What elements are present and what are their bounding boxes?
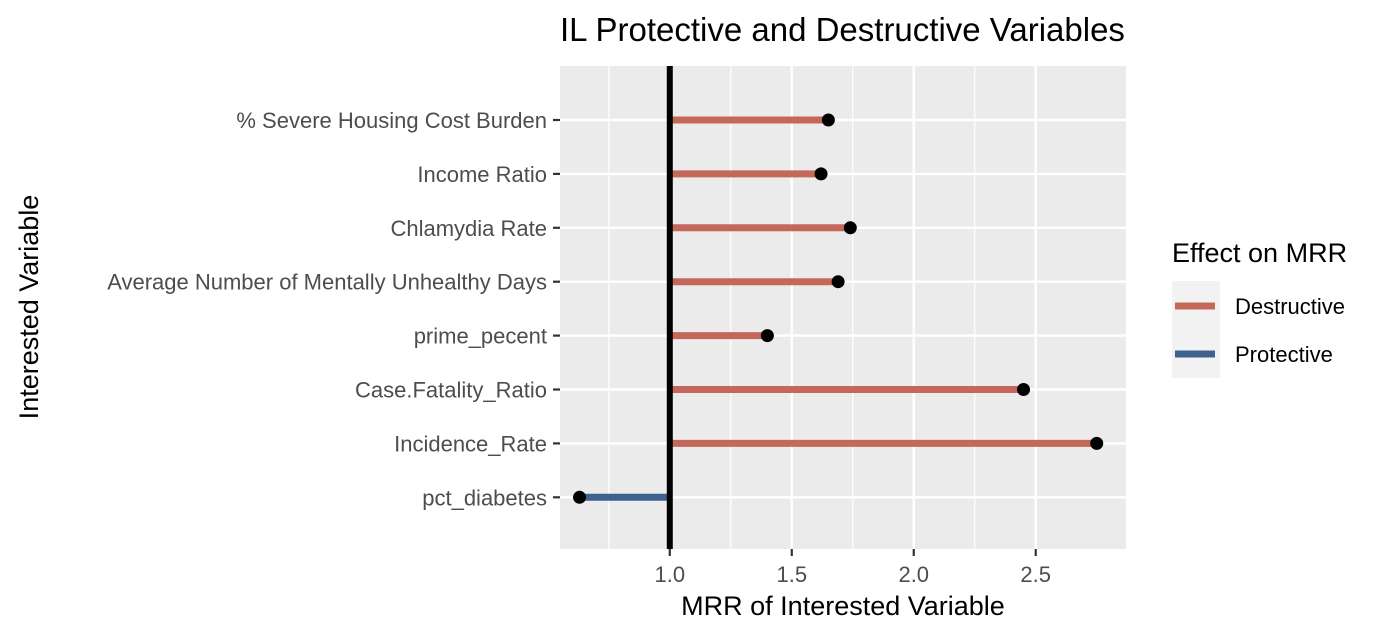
legend-title: Effect on MRR	[1172, 238, 1347, 268]
chart-title: IL Protective and Destructive Variables	[560, 11, 1125, 48]
y-tick-label: Case.Fatality_Ratio	[355, 378, 547, 403]
point	[831, 275, 845, 289]
point	[1090, 436, 1104, 450]
y-tick-label: Average Number of Mentally Unhealthy Day…	[107, 270, 547, 295]
y-axis-title: Interested Variable	[14, 195, 44, 420]
y-tick-label: pct_diabetes	[422, 485, 547, 510]
y-tick-label: Incidence_Rate	[394, 431, 547, 456]
x-axis: 1.0 1.5 2.0 2.5	[654, 549, 1051, 587]
x-tick-label: 2.5	[1020, 562, 1051, 587]
x-tick-label: 2.0	[898, 562, 929, 587]
x-tick-label: 1.0	[654, 562, 685, 587]
minor-gridlines	[608, 66, 976, 549]
y-tick-label: Income Ratio	[417, 162, 547, 187]
point	[573, 490, 587, 504]
lollipop-stems	[579, 116, 1097, 501]
point	[1017, 383, 1031, 396]
y-tick-label: % Severe Housing Cost Burden	[236, 108, 547, 133]
point	[843, 221, 857, 235]
legend-label: Destructive	[1235, 294, 1345, 319]
x-axis-title: MRR of Interested Variable	[681, 591, 1005, 621]
point	[814, 167, 828, 181]
point	[821, 113, 835, 127]
y-tick-label: Chlamydia Rate	[390, 216, 547, 241]
x-tick-label: 1.5	[776, 562, 807, 587]
y-axis: % Severe Housing Cost Burden Income Ratio…	[107, 108, 560, 510]
y-tick-label: prime_pecent	[414, 324, 547, 349]
legend-key-background	[1172, 281, 1220, 378]
point	[760, 329, 774, 343]
lollipop-points	[573, 113, 1104, 504]
legend: Effect on MRR Destructive Protective	[1172, 238, 1347, 378]
legend-label: Protective	[1235, 342, 1333, 367]
plot-panel	[560, 66, 1126, 549]
